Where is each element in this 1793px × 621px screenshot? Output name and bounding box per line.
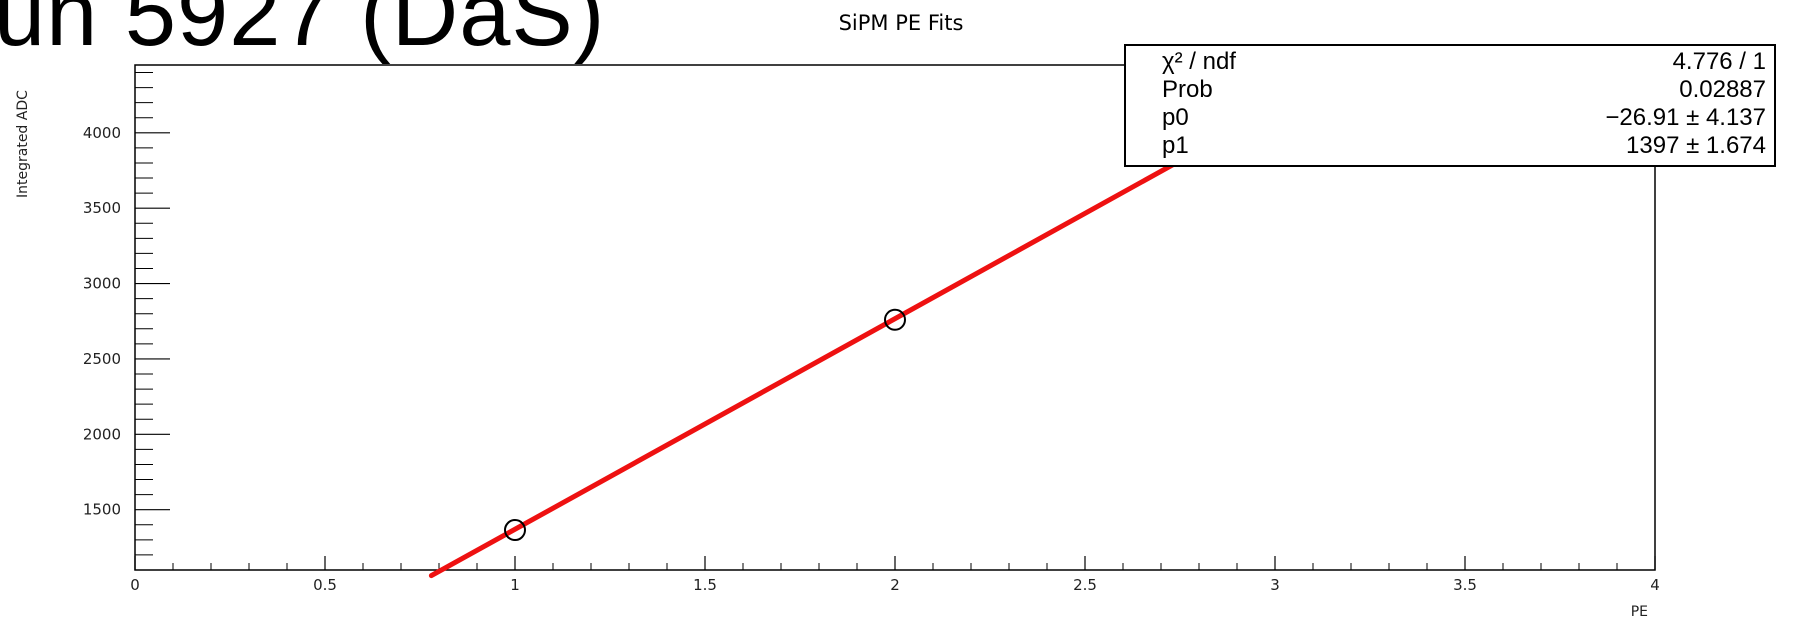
axes: 0 0.5 1 1.5 2 2.5 3 3.5 4 1500 2000 2500 3000 3500 400…	[83, 64, 1660, 594]
data-points	[504, 308, 906, 542]
stats-row-p0: p0 −26.91 ± 4.137	[1162, 105, 1766, 131]
x-axis-title: PE	[1631, 604, 1648, 620]
fit-stats-box: χ² / ndf 4.776 / 1 Prob 0.02887 p0 −26.9…	[1124, 44, 1776, 167]
y-tick-label: 3500	[83, 199, 121, 217]
stats-name: p1	[1162, 132, 1189, 159]
y-axis-title: Integrated ADC	[15, 90, 31, 198]
chart-title: SiPM PE Fits	[839, 11, 964, 35]
stats-value: 0.02887	[1679, 76, 1766, 103]
x-tick-label: 2.5	[1073, 576, 1097, 594]
stats-row-p1: p1 1397 ± 1.674	[1162, 133, 1766, 159]
x-tick-label: 2	[890, 576, 900, 594]
x-tick-label: 4	[1650, 576, 1660, 594]
x-tick-label: 0.5	[313, 576, 337, 594]
y-tick-label: 3000	[83, 275, 121, 293]
y-tick-label: 1500	[83, 501, 121, 519]
data-point	[884, 308, 906, 331]
stats-name: χ² / ndf	[1162, 48, 1236, 75]
x-tick-label: 0	[130, 576, 140, 594]
y-tick-label: 2500	[83, 350, 121, 368]
stats-row-prob: Prob 0.02887	[1162, 77, 1766, 103]
y-tick-label: 2000	[83, 425, 121, 443]
data-point	[504, 519, 526, 542]
stats-row-chi2: χ² / ndf 4.776 / 1	[1162, 49, 1766, 75]
x-tick-label: 1.5	[693, 576, 717, 594]
stats-value: 1397 ± 1.674	[1626, 132, 1766, 159]
slide-heading: un 5927 (DaS)	[0, 0, 606, 65]
x-tick-label: 3.5	[1453, 576, 1477, 594]
y-tick-label: 4000	[83, 124, 121, 142]
x-tick-label: 1	[510, 576, 520, 594]
stats-value: −26.91 ± 4.137	[1605, 104, 1766, 131]
stats-name: Prob	[1162, 76, 1213, 103]
stats-value: 4.776 / 1	[1672, 48, 1766, 75]
stats-name: p0	[1162, 104, 1189, 131]
x-tick-label: 3	[1270, 576, 1280, 594]
